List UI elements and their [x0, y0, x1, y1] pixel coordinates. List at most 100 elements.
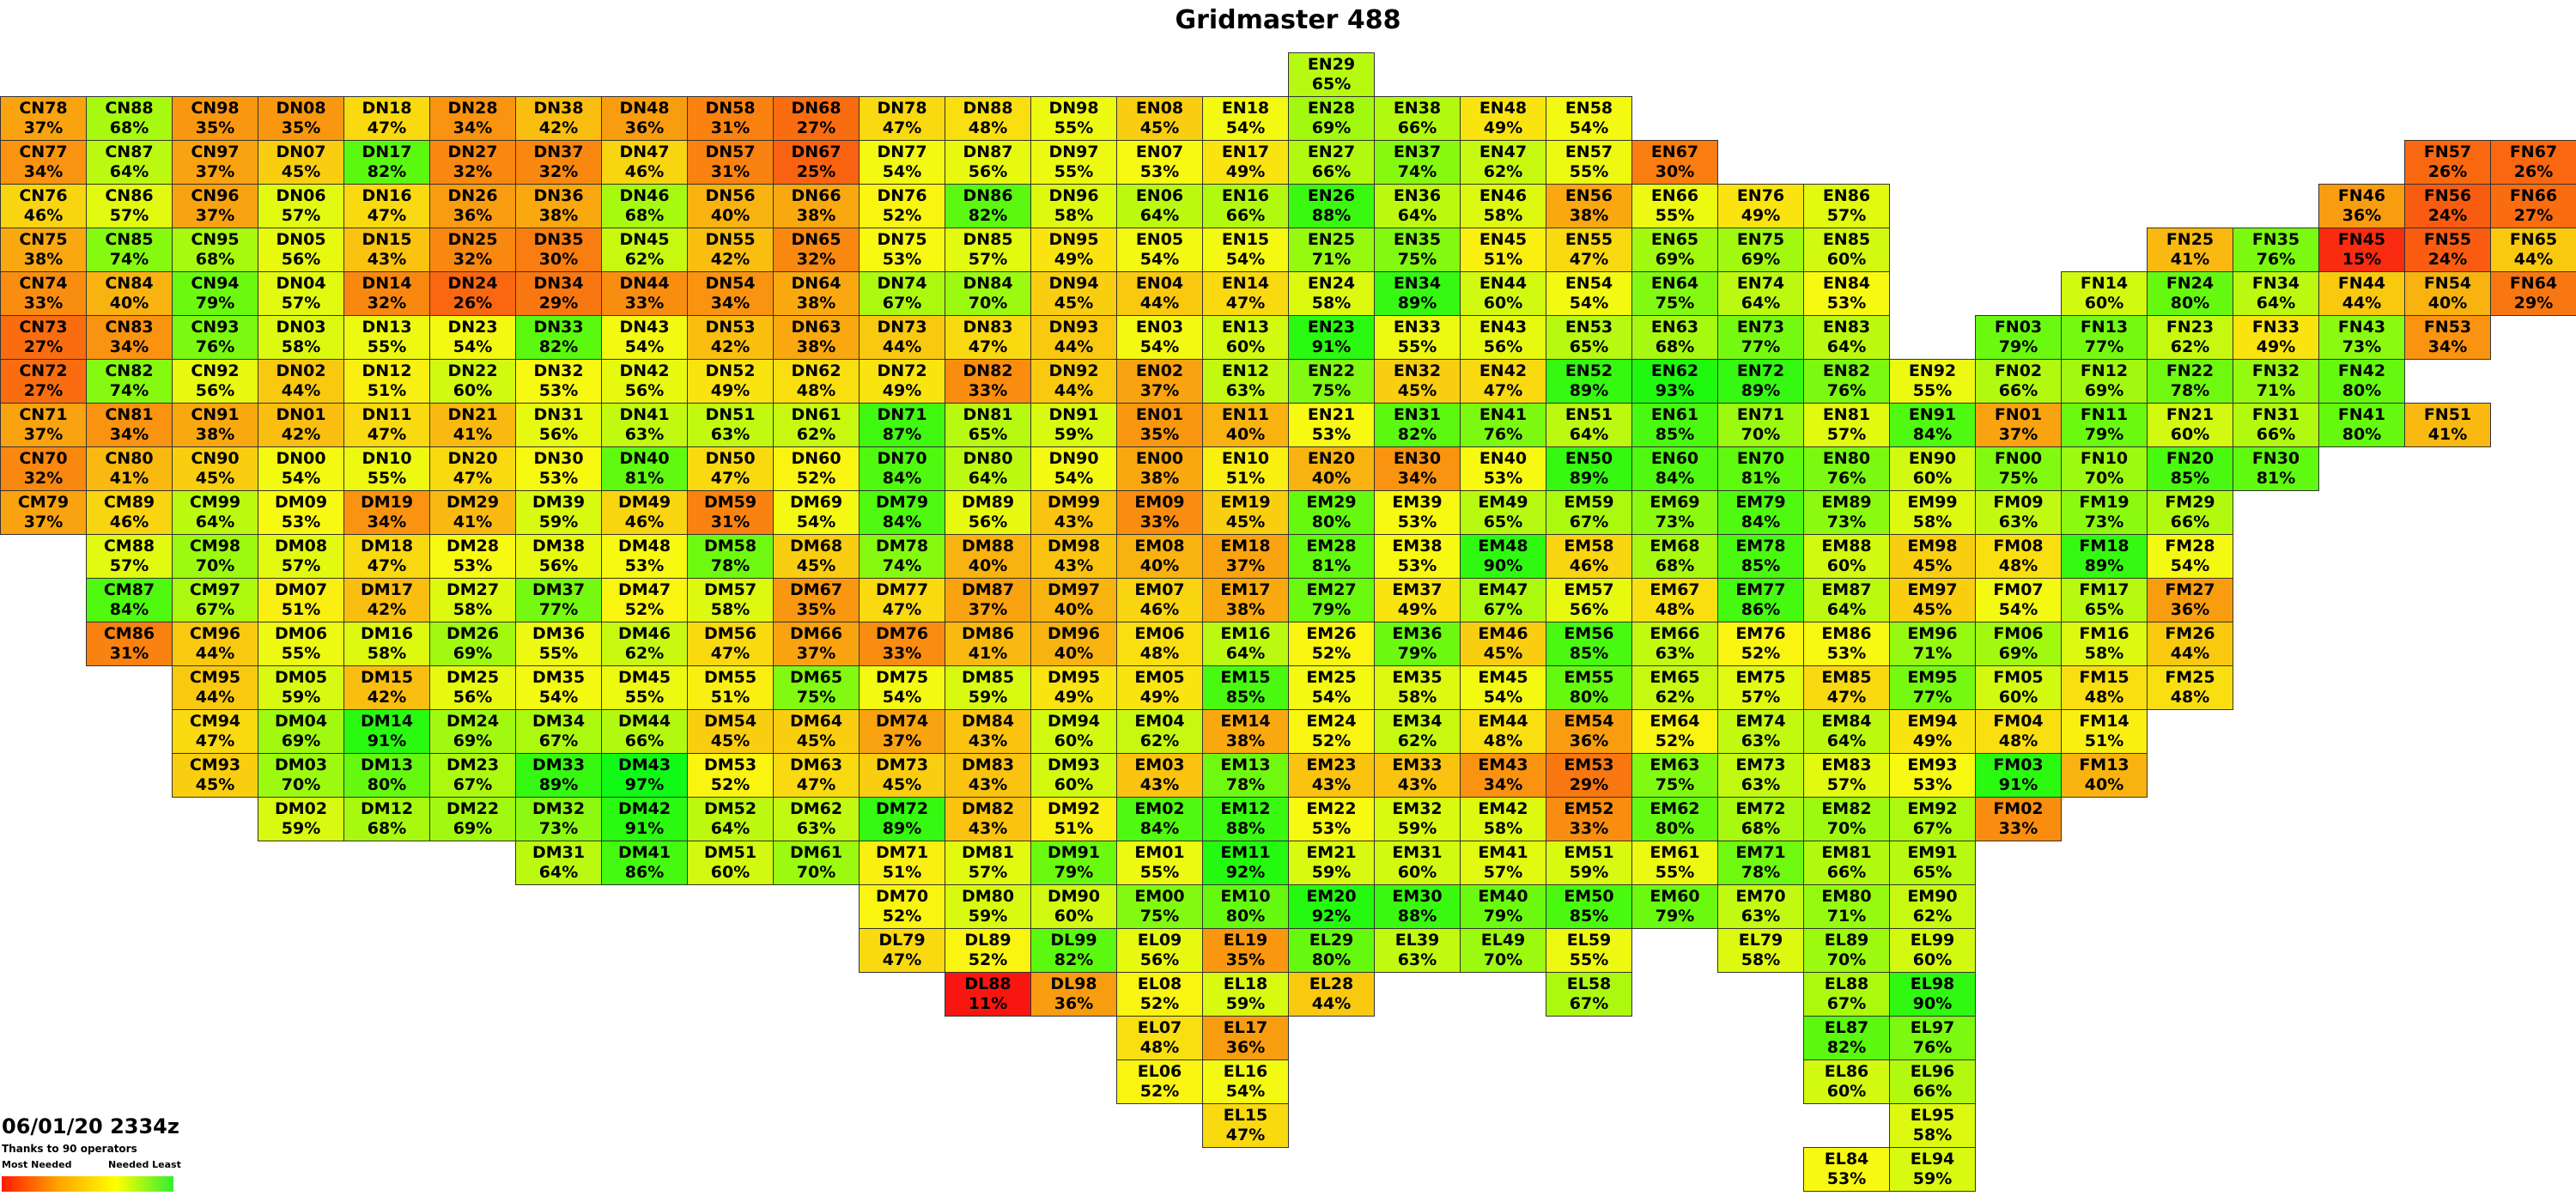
grid-cell: EM44 48% [1460, 709, 1546, 754]
grid-label: EM03 [1134, 756, 1185, 774]
grid-percent: 55% [538, 644, 579, 663]
grid-percent: 70% [1483, 950, 1523, 969]
grid-percent: 57% [109, 556, 149, 575]
grid-cell: EN86 57% [1803, 184, 1890, 228]
grid-cell: FM28 54% [2147, 534, 2233, 579]
grid-percent: 44% [1054, 381, 1094, 400]
grid-percent: 52% [796, 469, 836, 488]
grid-cell: EM91 65% [1889, 841, 1976, 885]
grid-label: DM97 [1047, 580, 1101, 599]
grid-label: CN80 [105, 449, 154, 468]
grid-label: DM70 [875, 887, 929, 906]
grid-percent: 54% [538, 688, 579, 707]
grid-percent: 76% [1483, 425, 1523, 444]
grid-cell: EL16 54% [1202, 1059, 1289, 1104]
grid-cell: DM72 89% [859, 797, 945, 841]
grid-cell: DN05 56% [258, 228, 344, 272]
grid-label: DM73 [875, 756, 929, 774]
grid-percent: 33% [968, 381, 1008, 400]
grid-percent: 34% [109, 425, 149, 444]
grid-cell: DM91 79% [1030, 841, 1117, 885]
grid-cell: CM89 46% [86, 490, 173, 535]
grid-percent: 66% [1826, 863, 1867, 882]
grid-percent: 42% [367, 600, 407, 619]
grid-percent: 44% [1139, 294, 1180, 313]
grid-cell: CN87 64% [86, 140, 173, 185]
grid-percent: 35% [1139, 425, 1180, 444]
grid-label: DN00 [276, 449, 326, 468]
grid-cell: EN34 89% [1374, 271, 1461, 316]
grid-cell: EM42 58% [1460, 797, 1546, 841]
grid-percent: 53% [453, 556, 493, 575]
grid-label: FN41 [2337, 405, 2386, 424]
grid-cell: DM56 47% [687, 622, 774, 666]
grid-percent: 68% [195, 250, 235, 269]
grid-cell: DM61 70% [773, 841, 860, 885]
grid-percent: 59% [1397, 819, 1437, 838]
grid-percent: 78% [710, 556, 750, 575]
grid-cell: EM06 48% [1116, 622, 1203, 666]
grid-label: EM48 [1478, 537, 1528, 555]
grid-label: EM00 [1134, 887, 1185, 906]
grid-percent: 65% [968, 425, 1008, 444]
grid-label: CM99 [189, 493, 241, 512]
grid-label: DN90 [1048, 449, 1099, 468]
grid-cell: DM27 58% [429, 578, 516, 622]
grid-cell: CN98 35% [172, 96, 258, 141]
grid-percent: 47% [453, 469, 493, 488]
grid-cell: DN65 32% [773, 228, 860, 272]
grid-cell: EM29 80% [1288, 490, 1375, 535]
grid-label: DL98 [1050, 974, 1097, 993]
grid-percent: 54% [1998, 600, 2038, 619]
grid-cell: EM22 53% [1288, 797, 1375, 841]
grid-label: EL96 [1910, 1062, 1955, 1081]
grid-cell: EN22 75% [1288, 359, 1375, 404]
grid-cell: EM41 57% [1460, 841, 1546, 885]
grid-cell: FM19 73% [2061, 490, 2148, 535]
grid-percent: 41% [2427, 425, 2468, 444]
grid-cell: DN03 58% [258, 315, 344, 360]
grid-label: DL79 [878, 931, 926, 950]
grid-cell: FN65 44% [2490, 228, 2576, 272]
grid-percent: 55% [1139, 863, 1180, 882]
grid-percent: 79% [195, 294, 235, 313]
grid-label: EM45 [1478, 668, 1528, 687]
grid-percent: 36% [2342, 206, 2382, 225]
grid-cell: EN07 53% [1116, 140, 1203, 185]
grid-cell: EN11 40% [1202, 403, 1289, 447]
grid-label: EM83 [1821, 756, 1872, 774]
grid-percent: 82% [367, 162, 407, 181]
grid-percent: 92% [1225, 863, 1266, 882]
grid-label: FM02 [1993, 799, 2044, 818]
grid-cell: DM57 58% [687, 578, 774, 622]
grid-label: DM96 [1047, 624, 1101, 643]
grid-percent: 44% [281, 381, 321, 400]
grid-percent: 47% [882, 600, 922, 619]
grid-percent: 80% [2342, 381, 2382, 400]
grid-cell: EM60 79% [1631, 884, 1718, 929]
grid-cell: DL88 11% [945, 972, 1031, 1017]
grid-cell: DM45 55% [601, 665, 688, 710]
grid-cell: EN71 70% [1717, 403, 1804, 447]
grid-label: EM99 [1907, 493, 1958, 512]
grid-percent: 58% [1483, 819, 1523, 838]
grid-cell: DN81 65% [945, 403, 1031, 447]
grid-percent: 81% [1311, 556, 1352, 575]
grid-label: DM35 [532, 668, 586, 687]
grid-percent: 84% [882, 469, 922, 488]
grid-percent: 49% [882, 381, 922, 400]
grid-cell: EM33 43% [1374, 753, 1461, 798]
grid-cell: DM39 59% [515, 490, 602, 535]
grid-label: CN74 [19, 274, 68, 293]
grid-label: DM19 [360, 493, 414, 512]
grid-percent: 32% [538, 162, 579, 181]
grid-cell: DN53 42% [687, 315, 774, 360]
grid-percent: 56% [1569, 600, 1609, 619]
grid-label: DM91 [1047, 843, 1101, 862]
grid-percent: 40% [1139, 556, 1180, 575]
grid-cell: EN32 45% [1374, 359, 1461, 404]
grid-cell: EM30 88% [1374, 884, 1461, 929]
grid-label: DM15 [360, 668, 414, 687]
grid-percent: 67% [1912, 819, 1953, 838]
grid-label: CM98 [189, 537, 241, 555]
